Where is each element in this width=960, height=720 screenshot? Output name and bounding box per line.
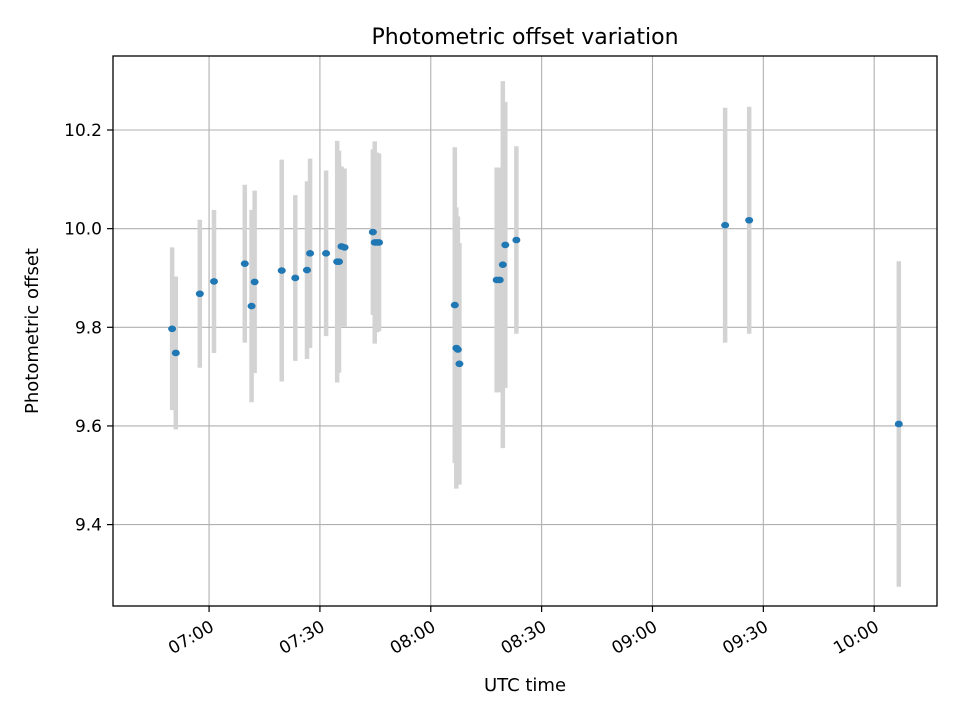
y-axis-label: Photometric offset — [22, 248, 43, 414]
data-point — [368, 228, 377, 236]
y-tick-label: 10.0 — [64, 220, 102, 240]
y-tick-label: 9.4 — [75, 516, 102, 536]
data-point — [247, 302, 256, 310]
data-point — [450, 301, 459, 309]
data-point — [721, 221, 730, 229]
data-point — [498, 261, 507, 268]
chart-title: Photometric offset variation — [371, 25, 678, 50]
y-tick-label: 9.8 — [75, 318, 102, 338]
x-axis-label: UTC time — [484, 675, 566, 696]
data-point — [168, 325, 177, 333]
data-point — [250, 278, 259, 286]
data-point — [306, 250, 315, 257]
y-axis-ticks: 9.4 9.6 9.8 10.0 10.2 — [64, 121, 113, 536]
data-point — [455, 360, 464, 368]
y-tick-label: 9.6 — [75, 417, 102, 437]
data-point — [340, 244, 349, 251]
data-point — [240, 260, 249, 267]
data-point — [375, 239, 384, 246]
data-point — [501, 241, 510, 249]
data-point — [512, 236, 521, 244]
data-point — [171, 349, 180, 357]
data-point — [335, 258, 344, 265]
data-point — [302, 266, 311, 274]
data-point — [291, 274, 300, 282]
data-point — [195, 290, 204, 298]
data-point — [209, 278, 218, 285]
data-point — [894, 420, 903, 428]
y-tick-label: 10.2 — [64, 121, 102, 141]
data-point — [745, 216, 754, 224]
data-point — [495, 276, 504, 284]
plot-frame — [112, 55, 938, 607]
data-point — [277, 267, 286, 274]
data-point — [322, 250, 331, 257]
data-point — [453, 346, 462, 353]
data-points — [168, 216, 903, 428]
